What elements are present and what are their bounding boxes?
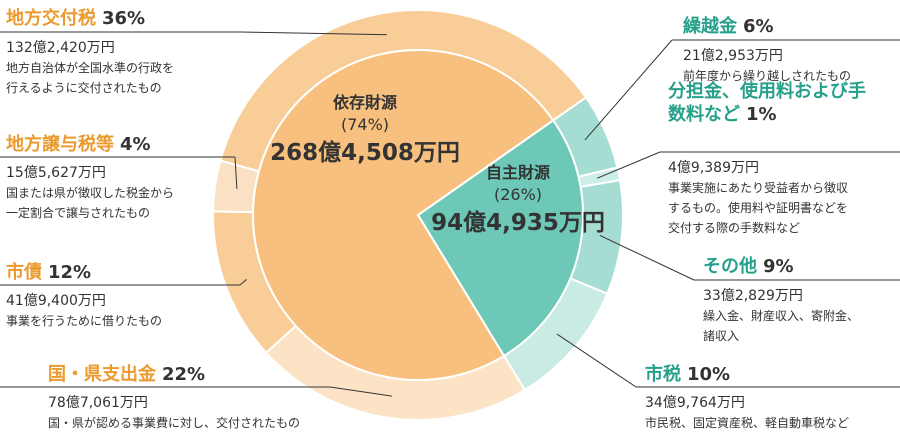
label-percent: 1% xyxy=(746,104,777,125)
label-amount: 132億2,420万円 xyxy=(6,40,115,56)
inner-segment xyxy=(252,49,555,381)
label-description: 国・県が認める事業費に対し、交付されたもの xyxy=(48,415,300,430)
label-title-text: その他 xyxy=(703,255,757,277)
label-title: 地方交付税 36% xyxy=(6,7,145,29)
inner-segment xyxy=(416,118,584,358)
leader-line xyxy=(234,156,238,189)
label-description: 行えるように交付されたもの xyxy=(6,80,162,95)
label-title: 国・県支出金 22% xyxy=(48,363,205,385)
label-description: するもの。使用料や証明書などを xyxy=(668,200,848,215)
label-percent: 4% xyxy=(120,134,151,155)
leader-line xyxy=(239,31,387,36)
label-title-text: 繰越金 xyxy=(683,15,738,37)
label-description: 事業実施にあたり受益者から徴収 xyxy=(668,180,848,195)
leader-line xyxy=(556,333,637,388)
label-title: その他 9% xyxy=(703,255,794,277)
label-title-text: 地方交付税 xyxy=(6,7,96,29)
label-percent: 36% xyxy=(102,8,145,29)
label-amount: 15億5,627万円 xyxy=(6,165,106,181)
label-title: 繰越金 6% xyxy=(683,15,774,37)
label-amount: 78億7,061万円 xyxy=(48,395,148,411)
label-box: 分担金、使用料および手数料など 1% xyxy=(668,80,868,126)
label-amount: 4億9,389万円 xyxy=(668,160,759,176)
label-title: 地方譲与税等 4% xyxy=(6,133,151,155)
label-title-text: 分担金、使用料および手数料など xyxy=(668,81,866,125)
label-amount: 33億2,829万円 xyxy=(703,288,803,304)
leader-line xyxy=(239,279,248,286)
inner-label: 依存財源 xyxy=(333,93,397,112)
label-title-text: 市税 xyxy=(645,363,681,385)
leader-line xyxy=(329,386,392,397)
label-description: 交付する際の手数料など xyxy=(668,220,800,235)
label-description: 一定割合で譲与されたもの xyxy=(6,205,150,220)
label-title: 分担金、使用料および手数料など 1% xyxy=(668,80,868,126)
label-title: 市税 10% xyxy=(645,363,730,385)
inner-amount: 94億4,935万円 xyxy=(431,209,605,236)
label-percent: 9% xyxy=(763,256,794,277)
inner-label: 自主財源 xyxy=(486,163,550,182)
label-title-text: 地方譲与税等 xyxy=(6,133,114,155)
label-amount: 34億9,764万円 xyxy=(645,395,745,411)
label-amount: 21億2,953万円 xyxy=(683,48,783,64)
label-description: 地方自治体が全国水準の行政を xyxy=(6,60,174,75)
label-title-text: 市債 xyxy=(6,261,42,283)
label-description: 市民税、固定資産税、軽自動車税など xyxy=(645,415,849,430)
leader-line xyxy=(599,234,695,281)
inner-amount: 268億4,508万円 xyxy=(270,139,460,166)
label-amount: 41億9,400万円 xyxy=(6,293,106,309)
label-title: 市債 12% xyxy=(6,261,91,283)
label-description: 諸収入 xyxy=(703,328,739,343)
label-description: 前年度から繰り越しされたもの xyxy=(683,68,851,83)
leader-line xyxy=(584,39,673,141)
label-percent: 12% xyxy=(48,262,91,283)
label-percent: 22% xyxy=(162,364,205,385)
inner-percent: (26%) xyxy=(494,185,542,204)
label-percent: 10% xyxy=(687,364,730,385)
label-description: 事業を行うために借りたもの xyxy=(6,314,162,328)
label-description: 繰入金、財産収入、寄附金、 xyxy=(703,308,859,323)
leader-line xyxy=(597,151,661,179)
label-percent: 6% xyxy=(743,16,774,37)
label-title-text: 国・県支出金 xyxy=(48,363,157,385)
inner-percent: (74%) xyxy=(341,115,389,134)
label-description: 国または県が徴収した税金から xyxy=(6,185,174,200)
